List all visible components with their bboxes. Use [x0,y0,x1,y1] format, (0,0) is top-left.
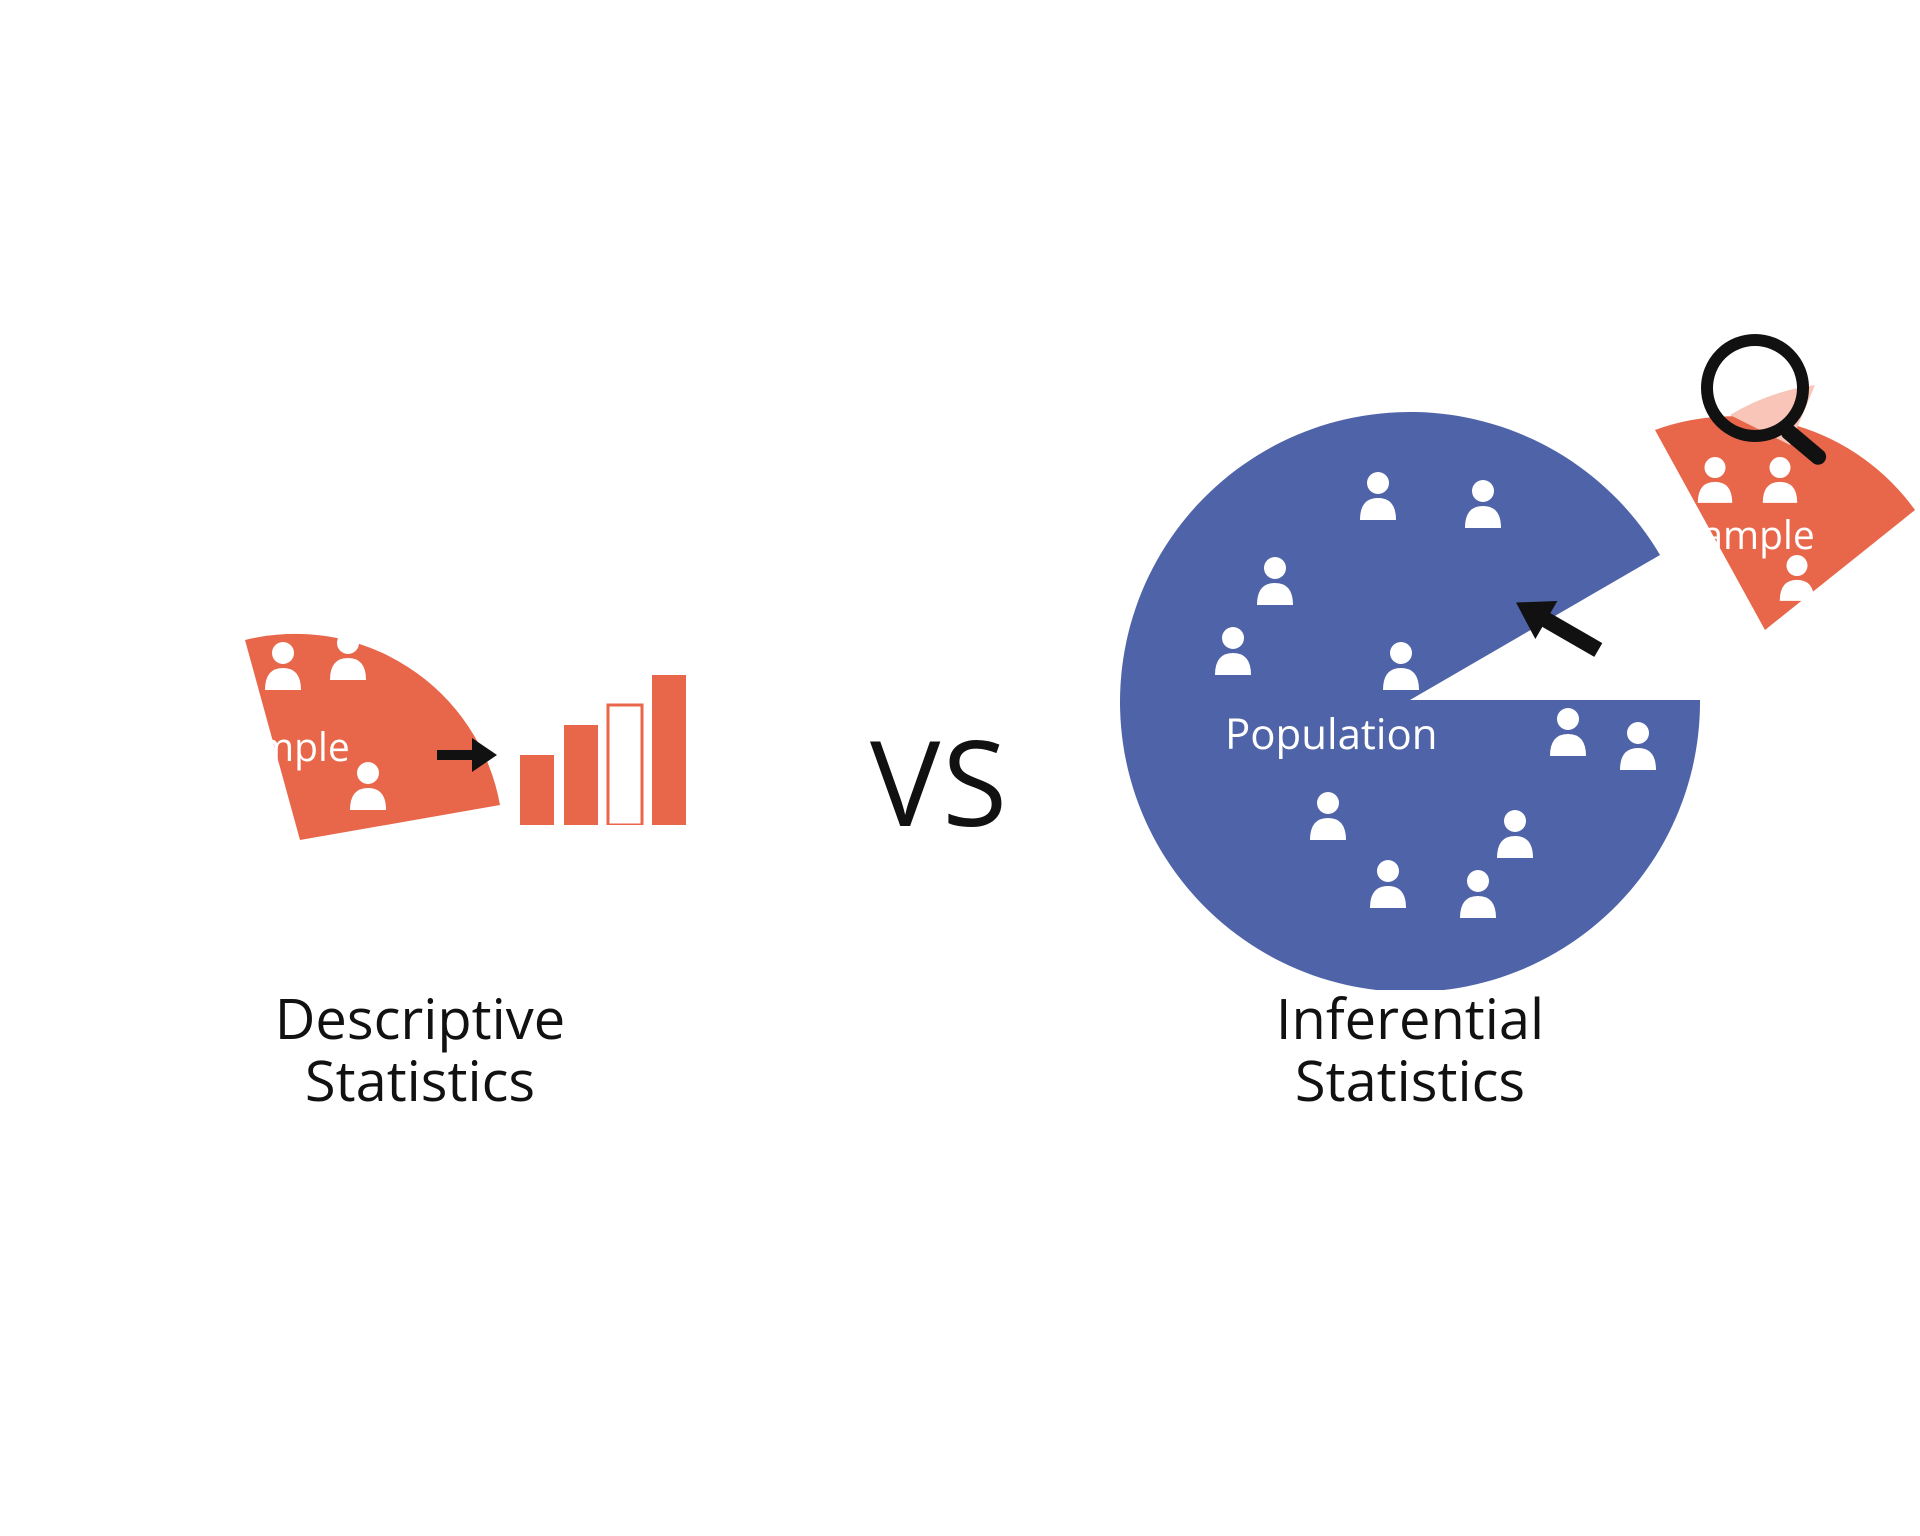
bar-chart-icon [520,655,720,825]
arrow-right-icon [432,730,502,780]
pop-person-icon [1365,858,1411,908]
magnifier-icon [1690,323,1840,473]
left-title-line2: Statistics [305,1042,535,1118]
pop-person-icon [1252,555,1298,605]
pop-person-icon [1305,790,1351,840]
left-title: Descriptive Statistics [170,988,670,1111]
right-sample-label: Sample [1680,508,1815,561]
right-title-line2: Statistics [1295,1042,1525,1118]
pop-person-icon [1210,625,1256,675]
population-label: Population [1225,705,1438,762]
vs-label: VS [870,700,1009,861]
pop-person-icon [1545,706,1591,756]
pop-person-icon [1355,470,1401,520]
left-sample-label: Sample [215,720,350,773]
pop-person-icon [1615,720,1661,770]
pop-person-icon [1492,808,1538,858]
left-person-icon [325,630,371,680]
right-title: Inferential Statistics [1160,988,1660,1111]
diagram-stage: Sample VS Population Sample [0,0,1920,1536]
left-person-icon [260,640,306,690]
pop-person-icon [1455,868,1501,918]
pop-person-icon [1378,640,1424,690]
pop-person-icon [1460,478,1506,528]
left-person-icon [345,760,391,810]
arrow-into-population-icon [1495,575,1615,675]
